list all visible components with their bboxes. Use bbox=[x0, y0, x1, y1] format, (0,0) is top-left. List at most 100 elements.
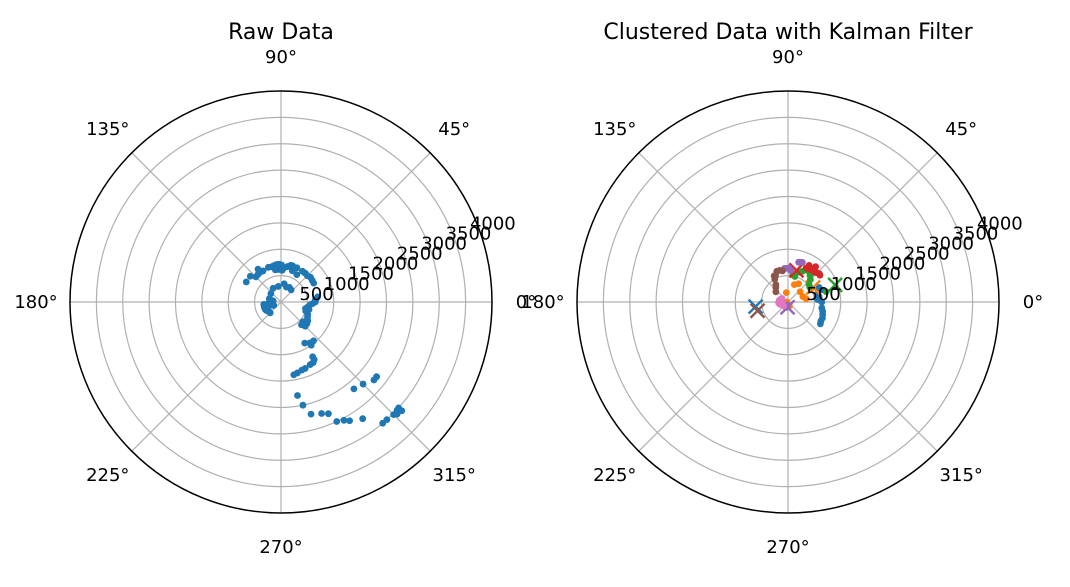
data-point bbox=[267, 290, 275, 297]
radial-tick-label: 1500 bbox=[855, 264, 901, 285]
data-point bbox=[242, 278, 250, 286]
data-point bbox=[314, 293, 321, 301]
angle-tick-label: 180° bbox=[14, 292, 57, 313]
radial-tick-label: 2000 bbox=[879, 254, 925, 275]
radial-tick-label: 2000 bbox=[372, 254, 418, 275]
angle-tick-label: 225° bbox=[593, 465, 636, 486]
data-point bbox=[310, 279, 318, 287]
angle-tick-label: 90° bbox=[772, 47, 804, 68]
data-point bbox=[246, 272, 254, 280]
angular-gridline bbox=[638, 301, 789, 452]
data-point bbox=[287, 286, 295, 294]
data-point bbox=[254, 265, 262, 273]
data-point bbox=[293, 264, 301, 272]
data-point bbox=[782, 289, 790, 297]
raw-data-points bbox=[242, 260, 406, 427]
data-point bbox=[307, 410, 315, 418]
data-point bbox=[802, 295, 810, 303]
data-point bbox=[310, 356, 318, 363]
data-point bbox=[302, 318, 310, 325]
clustered-data-polar-axes: Clustered Data with Kalman Filter 0° 45° 9… bbox=[521, 20, 1043, 558]
radial-tick-label: 3000 bbox=[421, 233, 467, 254]
angular-gridline bbox=[787, 301, 938, 452]
data-point bbox=[383, 416, 391, 424]
data-point bbox=[293, 271, 301, 278]
radial-tick-label: 500 bbox=[806, 284, 840, 305]
data-point bbox=[306, 361, 314, 369]
angle-tick-label: 45° bbox=[945, 119, 977, 140]
clustered-data-grid bbox=[576, 90, 1000, 514]
data-point bbox=[278, 266, 286, 274]
radial-tick-label: 1000 bbox=[831, 274, 877, 295]
data-point bbox=[359, 380, 367, 388]
clustered-data-tick-labels: 0° 45° 90° 135° 180° 225° 270° 315° 500100015002… bbox=[521, 47, 1043, 558]
data-point bbox=[290, 371, 298, 379]
radial-tick-label: 3000 bbox=[928, 233, 974, 254]
data-point bbox=[340, 416, 348, 424]
data-point bbox=[307, 341, 315, 349]
data-point bbox=[252, 273, 260, 281]
data-point bbox=[805, 262, 813, 269]
data-point bbox=[280, 280, 288, 288]
kalman-marker-stroke bbox=[749, 302, 766, 319]
kalman-estimate-marker bbox=[747, 298, 764, 315]
radial-tick-label: 2500 bbox=[904, 244, 950, 265]
raw-data-tick-labels: 0° 45° 90° 135° 180° 225° 270° 315° 500100015002… bbox=[14, 47, 536, 558]
angle-tick-label: 315° bbox=[433, 465, 476, 486]
data-point bbox=[812, 263, 820, 271]
data-point bbox=[333, 418, 341, 425]
data-point bbox=[393, 410, 401, 418]
kalman-marker-stroke bbox=[779, 299, 796, 316]
data-point bbox=[795, 258, 803, 266]
data-point bbox=[301, 339, 309, 347]
data-point bbox=[318, 410, 325, 417]
radial-tick-label: 2500 bbox=[397, 244, 443, 265]
raw-data-grid bbox=[69, 90, 493, 514]
data-point bbox=[266, 309, 274, 317]
data-point bbox=[294, 392, 301, 399]
angle-tick-label: 270° bbox=[766, 537, 809, 558]
data-point bbox=[265, 295, 273, 303]
radial-tick-label: 3500 bbox=[446, 223, 492, 244]
angle-tick-label: 90° bbox=[265, 47, 297, 68]
radial-tick-label: 1500 bbox=[348, 264, 394, 285]
raw-data-title: Raw Data bbox=[228, 20, 334, 45]
data-point bbox=[771, 275, 779, 283]
angle-tick-label: 135° bbox=[593, 119, 636, 140]
data-point bbox=[264, 263, 272, 271]
data-point bbox=[346, 417, 353, 425]
data-point bbox=[274, 283, 282, 290]
angle-tick-label: 0° bbox=[1023, 292, 1043, 313]
angle-tick-label: 225° bbox=[86, 465, 129, 486]
polar-spine bbox=[69, 90, 493, 514]
data-point bbox=[806, 283, 814, 291]
data-point bbox=[816, 320, 824, 328]
data-point bbox=[822, 288, 830, 296]
data-point bbox=[772, 288, 780, 296]
kalman-estimate-marker bbox=[827, 277, 843, 293]
angle-tick-label: 135° bbox=[86, 119, 129, 140]
angular-gridline bbox=[638, 152, 789, 303]
kalman-marker-stroke bbox=[747, 298, 764, 315]
data-point bbox=[776, 300, 784, 308]
clustered-data-title: Clustered Data with Kalman Filter bbox=[603, 20, 973, 45]
data-point bbox=[350, 385, 358, 393]
data-point bbox=[814, 296, 821, 303]
data-point bbox=[359, 415, 367, 423]
data-point bbox=[373, 373, 381, 381]
data-point bbox=[287, 261, 295, 269]
polar-spine bbox=[576, 90, 1000, 514]
angle-tick-label: 45° bbox=[438, 119, 470, 140]
clustered-data-points bbox=[747, 258, 843, 328]
angle-tick-label: 180° bbox=[521, 292, 564, 313]
kalman-estimate-marker bbox=[749, 302, 766, 319]
raw-data-polar-axes: Raw Data 0° 45° 90° 135° 180° 225° 270° 315° 500… bbox=[14, 20, 536, 558]
radial-tick-label: 4000 bbox=[977, 213, 1023, 234]
data-point bbox=[325, 410, 332, 418]
radial-tick-label: 500 bbox=[299, 284, 333, 305]
kalman-marker-stroke bbox=[805, 279, 821, 296]
data-point bbox=[816, 271, 824, 279]
radial-tick-label: 4000 bbox=[470, 213, 516, 234]
data-point bbox=[795, 280, 802, 288]
